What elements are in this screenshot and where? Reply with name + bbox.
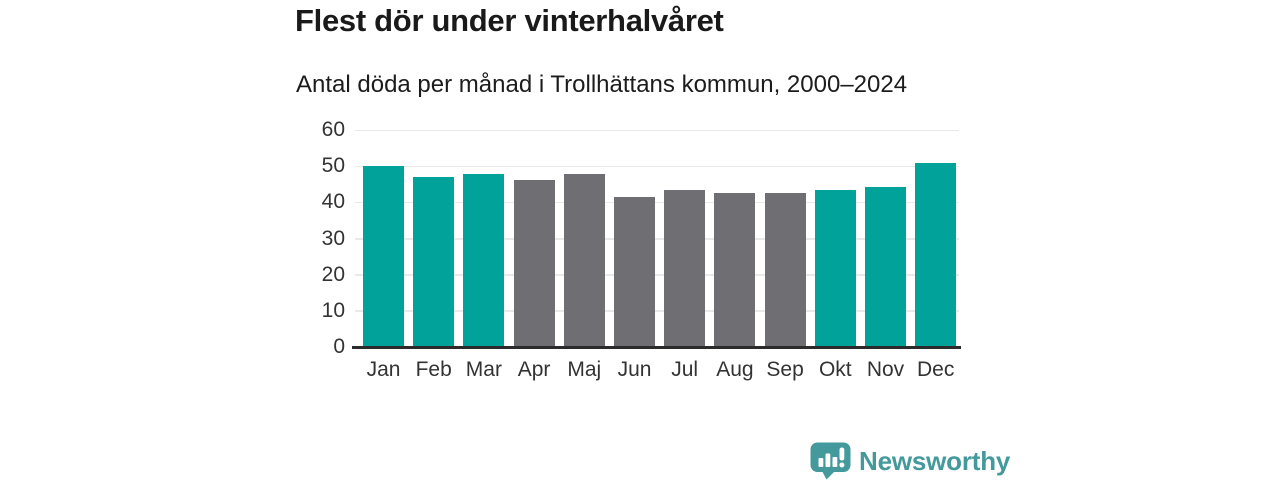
y-tick-label-10: 10 (321, 298, 345, 322)
bar-mar (463, 173, 505, 347)
x-tick-label-maj: Maj (567, 358, 602, 381)
y-tick-label-40: 40 (321, 190, 345, 214)
gridline-y-50 (355, 165, 959, 168)
gridline-y-10 (355, 310, 959, 312)
y-tick-label-60: 60 (321, 118, 345, 141)
gridline-y-30 (355, 238, 959, 240)
x-tick-label-mar: Mar (465, 358, 502, 381)
bar-okt (814, 190, 856, 347)
x-tick-label-dec: Dec (917, 358, 955, 381)
x-tick-label-sep: Sep (766, 358, 804, 381)
newsworthy-logo: Newsworthy (810, 442, 1010, 480)
bar-feb (413, 177, 455, 347)
bar-jun (614, 196, 655, 347)
x-tick-label-nov: Nov (866, 358, 905, 381)
y-tick-label-20: 20 (321, 262, 345, 286)
x-tick-label-okt: Okt (818, 358, 852, 381)
gridline-y-60 (355, 129, 959, 131)
y-tick-label-50: 50 (321, 154, 345, 178)
chart-title: Flest dör under vinterhalvåret (295, 3, 724, 38)
x-axis-line (352, 346, 961, 349)
newsworthy-speech-bubble-bar-chart-icon (810, 442, 851, 480)
chart-subtitle: Antal döda per månad i Trollhättans komm… (296, 71, 908, 98)
x-tick-label-jul: Jul (671, 358, 699, 381)
bar-dec (915, 162, 957, 347)
bar-aug (714, 192, 756, 347)
bar-sep (764, 192, 806, 347)
x-tick-label-jan: Jan (366, 358, 401, 381)
newsworthy-logo-text: Newsworthy (859, 446, 1011, 476)
x-tick-label-feb: Feb (415, 358, 452, 381)
bar-jul (664, 189, 706, 347)
plot-area (355, 129, 959, 347)
bar-maj (563, 174, 605, 347)
bar-nov (865, 187, 906, 347)
x-tick-label-jun: Jun (617, 358, 652, 381)
bar-jan (363, 165, 404, 347)
x-tick-label-aug: Aug (716, 358, 754, 381)
y-tick-label-30: 30 (321, 226, 345, 250)
bar-apr (513, 179, 555, 347)
gridline-y-40 (355, 201, 959, 204)
gridline-y-20 (355, 274, 959, 276)
x-tick-label-apr: Apr (517, 358, 551, 381)
y-tick-label-0: 0 (333, 335, 345, 358)
